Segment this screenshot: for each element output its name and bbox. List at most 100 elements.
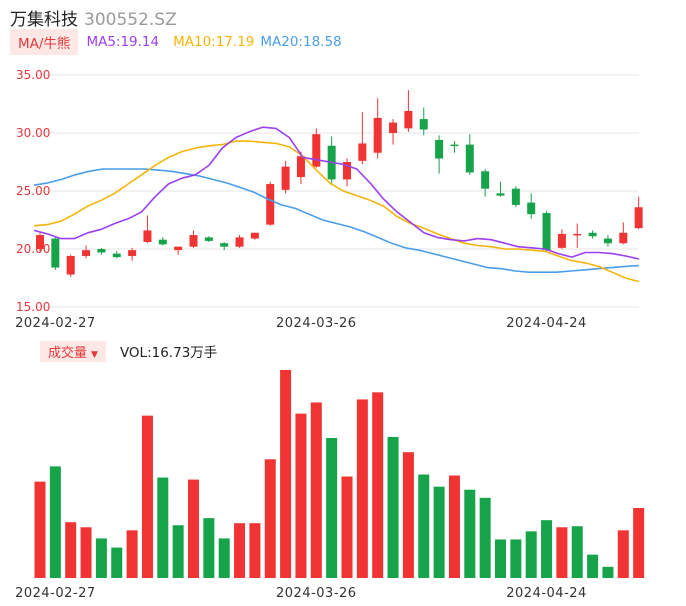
volume-bar bbox=[295, 413, 307, 578]
volume-legend: 成交量 ▼ VOL:16.73万手 bbox=[40, 340, 218, 362]
volume-bar bbox=[203, 518, 215, 578]
volume-bar bbox=[172, 525, 184, 578]
candle-body bbox=[496, 193, 505, 196]
volume-bar bbox=[418, 474, 430, 578]
candle-body bbox=[82, 250, 91, 256]
volume-bar bbox=[571, 526, 583, 578]
candle-body bbox=[158, 239, 167, 245]
volume-bar bbox=[80, 527, 92, 578]
volume-bar bbox=[448, 475, 460, 578]
volume-bar bbox=[341, 476, 353, 578]
candle-body bbox=[634, 207, 643, 229]
candle-body bbox=[481, 171, 490, 189]
candle-body bbox=[143, 230, 152, 243]
candle-body bbox=[619, 232, 628, 244]
volume-bar bbox=[141, 415, 153, 578]
volume-bar bbox=[479, 497, 491, 578]
volume-toggle-label: 成交量 bbox=[48, 345, 88, 361]
candle-body bbox=[112, 253, 121, 258]
candle-body bbox=[250, 232, 259, 239]
candle-body bbox=[51, 238, 60, 268]
candle-body bbox=[128, 250, 137, 256]
ma5-line bbox=[33, 126, 640, 260]
ma20-line bbox=[33, 168, 640, 274]
candle-body bbox=[296, 156, 305, 178]
volume-bar bbox=[495, 539, 506, 578]
volume-bar bbox=[387, 436, 399, 578]
stock-code: 300552.SZ bbox=[84, 10, 177, 30]
volume-bar bbox=[249, 523, 261, 578]
candle-body bbox=[588, 232, 597, 237]
volume-bar bbox=[234, 523, 246, 578]
volume-bar bbox=[433, 486, 445, 578]
candle-body bbox=[573, 233, 582, 236]
volume-bar bbox=[126, 530, 138, 578]
candle-body bbox=[419, 119, 428, 130]
ma20-label: MA20:18.58 bbox=[260, 34, 342, 50]
stock-header: 万集科技 300552.SZ bbox=[10, 5, 177, 30]
candle-body bbox=[603, 238, 612, 244]
candle-body bbox=[511, 188, 520, 205]
candle-body bbox=[266, 184, 275, 225]
volume-bar bbox=[464, 489, 476, 578]
x-tick-label: 2024-04-24 bbox=[506, 586, 587, 601]
volume-bar bbox=[510, 539, 522, 578]
volume-value: VOL:16.73万手 bbox=[119, 345, 218, 361]
volume-bar bbox=[587, 554, 599, 578]
volume-bar bbox=[356, 399, 368, 578]
candle-body bbox=[66, 255, 75, 275]
volume-bar bbox=[556, 527, 568, 578]
volume-bar bbox=[310, 402, 322, 578]
ma-toggle-button[interactable]: MA/牛熊 bbox=[10, 29, 79, 55]
volume-toggle-button[interactable]: 成交量 ▼ bbox=[40, 340, 106, 362]
volume-bar bbox=[326, 437, 338, 578]
volume-bar bbox=[111, 547, 123, 578]
volume-bar bbox=[157, 477, 169, 578]
ma10-label: MA10:17.19 bbox=[173, 34, 255, 50]
x-tick-label: 2024-03-26 bbox=[276, 586, 357, 601]
candle-body bbox=[404, 110, 413, 129]
y-tick-label: 15.00 bbox=[16, 300, 50, 314]
y-tick-label: 35.00 bbox=[16, 68, 50, 82]
volume-bar bbox=[188, 479, 199, 578]
y-tick-label: 30.00 bbox=[16, 126, 50, 140]
candle-body bbox=[220, 243, 229, 247]
y-tick-label: 20.00 bbox=[16, 242, 50, 256]
caret-down-icon: ▼ bbox=[91, 349, 98, 360]
volume-bar bbox=[617, 530, 629, 578]
volume-bar bbox=[633, 507, 645, 578]
candle-body bbox=[557, 233, 566, 248]
candle-body bbox=[542, 213, 551, 251]
volume-bar bbox=[372, 392, 384, 578]
candle-body bbox=[389, 122, 398, 133]
volume-bar bbox=[218, 538, 230, 578]
ma5-label: MA5:19.14 bbox=[86, 34, 160, 50]
candle-body bbox=[281, 166, 290, 190]
candle-body bbox=[174, 246, 183, 251]
candle-body bbox=[97, 249, 106, 253]
candle-body bbox=[204, 237, 213, 241]
y-tick-label: 25.00 bbox=[16, 184, 50, 198]
volume-bar bbox=[34, 481, 46, 578]
volume-bar bbox=[280, 370, 292, 578]
candle-body bbox=[465, 144, 474, 173]
candle-body bbox=[343, 162, 351, 180]
stock-name: 万集科技 bbox=[10, 10, 78, 30]
volume-bar bbox=[49, 466, 61, 578]
candle-body bbox=[312, 134, 321, 167]
volume-bar bbox=[65, 522, 77, 578]
volume-bar bbox=[525, 531, 537, 578]
ma10-line bbox=[33, 140, 640, 283]
volume-bar bbox=[402, 452, 414, 578]
volume-bar bbox=[264, 459, 276, 578]
candle-body bbox=[235, 237, 244, 247]
candle-body bbox=[527, 202, 536, 215]
volume-bar bbox=[602, 566, 614, 578]
x-tick-label: 2024-04-24 bbox=[506, 316, 587, 331]
candle-body bbox=[189, 235, 198, 247]
x-tick-label: 2024-02-27 bbox=[15, 316, 96, 331]
ma-legend: MA/牛熊 MA5:19.14 MA10:17.19 MA20:18.58 bbox=[10, 29, 342, 55]
x-tick-label: 2024-02-27 bbox=[15, 586, 96, 601]
candle-body bbox=[435, 139, 444, 159]
